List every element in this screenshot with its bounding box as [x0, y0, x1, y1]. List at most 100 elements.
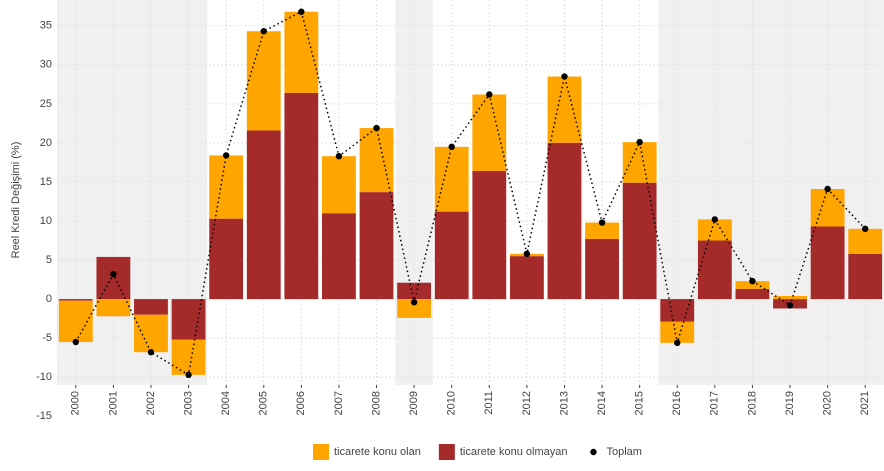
total-point: [598, 219, 606, 226]
total-point: [373, 124, 380, 132]
x-tick-label: 2000: [70, 391, 82, 415]
total-point: [147, 349, 155, 356]
total-point: [711, 216, 719, 223]
total-point: [448, 143, 455, 151]
y-tick-label: 15: [40, 176, 52, 188]
y-tick-label: 5: [46, 254, 52, 266]
x-tick-label: 2001: [107, 391, 119, 415]
bar: [660, 299, 695, 322]
y-tick-label: 25: [40, 98, 52, 110]
legend-swatch: [438, 444, 455, 460]
bar: [773, 295, 807, 300]
x-tick-label: 2012: [521, 391, 533, 415]
y-tick-label: 20: [40, 137, 52, 149]
x-tick-label: 2003: [182, 391, 194, 415]
bar: [660, 321, 695, 343]
x-tick-label: 2020: [822, 391, 834, 415]
x-tick-label: 2017: [709, 391, 721, 415]
total-point: [185, 371, 192, 379]
bar: [96, 299, 131, 317]
y-tick-label: -15: [36, 410, 52, 422]
total-point: [824, 185, 831, 193]
bar: [134, 299, 168, 315]
bar: [246, 130, 281, 300]
bar: [397, 282, 432, 300]
bar: [209, 218, 244, 300]
bar: [735, 281, 770, 289]
bar: [359, 128, 394, 193]
bar: [848, 253, 883, 300]
x-tick-label: 2021: [859, 391, 871, 415]
bar: [322, 156, 356, 214]
bar: [547, 76, 582, 143]
bar: [284, 92, 319, 300]
x-tick-label: 2014: [596, 391, 608, 415]
bar: [209, 155, 244, 219]
legend-swatch: [313, 444, 329, 460]
total-point: [410, 299, 418, 306]
bar: [735, 288, 770, 300]
x-tick-label: 2013: [558, 391, 570, 415]
total-point: [636, 138, 643, 146]
bar: [171, 299, 206, 340]
x-tick-label: 2015: [634, 391, 646, 415]
bar: [322, 213, 356, 300]
total-line: [75, 10, 866, 377]
x-tick-label: 2011: [483, 391, 495, 415]
legend-label: ticarete konu olan: [334, 446, 421, 458]
total-point: [110, 270, 117, 278]
y-tick-label: 30: [40, 59, 52, 71]
y-axis-label: Reel Kredi Değişimi (%): [10, 142, 22, 259]
legend-label: ticarete konu olmayan: [460, 446, 568, 458]
total-point: [260, 28, 267, 35]
bar: [96, 256, 131, 300]
bar: [397, 299, 432, 318]
bar: [171, 339, 206, 375]
shaded-period: [658, 0, 884, 385]
x-tick-label: 2016: [671, 391, 683, 415]
y-tick-label: 0: [46, 293, 52, 305]
total-point: [862, 225, 869, 233]
x-tick-label: 2018: [746, 391, 758, 415]
y-tick-label: -5: [42, 332, 52, 344]
y-tick-label: 35: [40, 20, 52, 32]
bar: [134, 314, 168, 353]
x-tick-label: 2002: [145, 391, 157, 415]
legend-label: Toplam: [606, 446, 641, 458]
bar: [472, 171, 507, 300]
bar: [547, 142, 582, 300]
bar: [246, 31, 281, 131]
x-tick-label: 2009: [408, 391, 420, 415]
bar: [434, 146, 469, 212]
total-point: [523, 250, 531, 258]
total-point: [486, 91, 493, 98]
x-tick-label: 2010: [446, 391, 458, 415]
total-point: [674, 339, 681, 347]
total-point: [561, 73, 568, 80]
bar: [434, 211, 469, 300]
x-tick-label: 2006: [295, 391, 307, 415]
bar: [810, 188, 845, 227]
bar: [585, 238, 619, 300]
background: [57, 0, 884, 385]
bar: [359, 192, 394, 300]
x-tick-label: 2007: [333, 391, 345, 415]
bar: [58, 299, 93, 301]
total-point: [222, 152, 230, 159]
bar: [622, 142, 657, 183]
bar: [284, 11, 319, 93]
x-tick-label: 2004: [220, 391, 232, 415]
bar: [622, 182, 657, 300]
total-point: [335, 152, 343, 160]
total-point: [786, 302, 794, 309]
bar: [509, 256, 544, 300]
x-tick-label: 2019: [784, 391, 796, 415]
total-point: [298, 8, 305, 15]
bar: [585, 222, 619, 239]
legend-swatch: [590, 448, 597, 456]
bar: [810, 226, 845, 300]
y-tick-label: 10: [40, 215, 52, 227]
bar: [697, 219, 732, 241]
x-tick-label: 2008: [370, 391, 382, 415]
